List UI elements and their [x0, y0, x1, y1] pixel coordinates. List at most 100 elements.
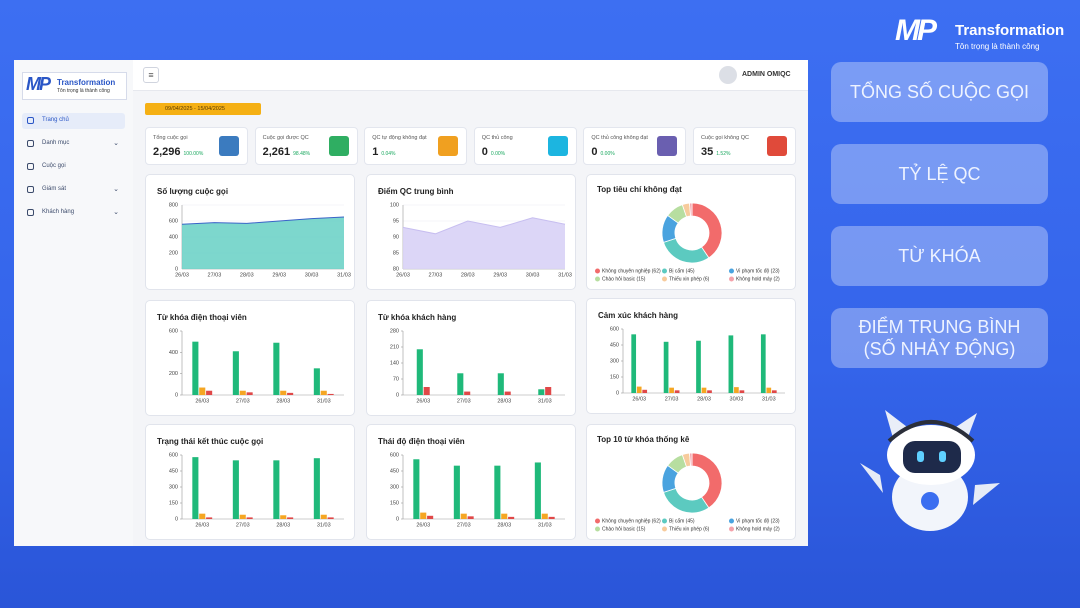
y-tick-label: 140 [390, 360, 399, 366]
bar [696, 340, 701, 393]
y-tick-label: 200 [169, 250, 178, 256]
stat-card: Cuộc gọi được QC 2,261 98.48% [254, 127, 358, 165]
area [182, 217, 344, 269]
date-range-picker[interactable]: 09/04/2025 - 15/04/2025 [145, 103, 261, 115]
x-tick-label: 31/03 [762, 396, 776, 402]
bar [320, 514, 327, 519]
chart-title: Từ khóa khách hàng [378, 313, 456, 322]
chart-title: Điểm QC trung bình [378, 187, 454, 196]
stat-value: 1 [372, 146, 379, 158]
x-tick-label: 27/03 [457, 398, 471, 404]
x-tick-label: 27/03 [236, 522, 250, 528]
feature-button[interactable]: TỶ LỆ QC [831, 144, 1048, 204]
donut-slice [689, 452, 693, 467]
sidebar-logo[interactable]: MP Transformation Tôn trọng là thành côn… [22, 72, 127, 100]
chevron: ⌄ [113, 209, 119, 216]
y-tick-label: 0 [175, 516, 178, 522]
stat-icon [767, 136, 787, 156]
bar [534, 462, 541, 519]
menu-item[interactable]: Danh mục ⌄ [22, 136, 125, 152]
y-tick-label: 280 [390, 328, 399, 334]
menu-item[interactable]: Cuộc gọi [22, 159, 125, 175]
chart-title: Từ khóa điện thoại viên [157, 313, 247, 322]
bar [636, 386, 642, 393]
menu-icon [27, 117, 34, 124]
legend-swatch [595, 526, 600, 532]
stat-label: QC tự động không đạt [372, 135, 427, 141]
menu-label: Khách hàng [42, 209, 75, 215]
bar [707, 390, 712, 393]
bar [199, 513, 206, 519]
menu-label: Giám sát [42, 186, 67, 192]
bar [548, 516, 555, 519]
chart: Cảm xúc khách hàng 0 150 300 450 600 26/03 27/0… [598, 311, 785, 402]
legend-label: Chào hỏi basic (15) [602, 525, 646, 532]
x-tick-label: 26/03 [416, 398, 430, 404]
x-tick-label: 27/03 [457, 522, 471, 528]
feature-button[interactable]: TỪ KHÓA [831, 226, 1048, 286]
stat-label: Tổng cuộc gọi [153, 135, 188, 141]
feature-button[interactable]: ĐIỂM TRUNG BÌNH (SỐ NHẢY ĐỘNG) [831, 308, 1048, 368]
bar [663, 341, 669, 393]
legend-label: Vi phạm tốc độ (23) [736, 518, 780, 524]
menu-icon [27, 209, 34, 216]
y-tick-label: 150 [610, 374, 619, 380]
stat-percent: 98.48% [293, 151, 311, 157]
stat-icon [219, 136, 239, 156]
bar [460, 513, 467, 519]
x-tick-label: 28/03 [276, 398, 290, 404]
x-tick-label: 28/03 [497, 398, 511, 404]
x-tick-label: 30/03 [526, 272, 540, 278]
x-tick-label: 29/03 [493, 272, 507, 278]
menu-item[interactable]: Giám sát ⌄ [22, 182, 125, 198]
menu-toggle[interactable]: ≡ [143, 67, 159, 83]
y-tick-label: 95 [393, 218, 399, 224]
y-tick-label: 450 [390, 468, 399, 474]
bar [497, 373, 504, 395]
legend-label: Không hold máy (2) [736, 276, 780, 282]
user-menu[interactable]: ADMIN OMIQC [719, 66, 799, 84]
robot-illustration [860, 410, 1000, 531]
chart-card: Cảm xúc khách hàng 0 150 300 450 600 26/03 27/0… [586, 298, 796, 414]
bar [327, 393, 334, 395]
legend-label: Bị cấm (45) [669, 518, 695, 524]
bar [760, 334, 766, 393]
chart: Thái độ điện thoại viên 0 150 300 450 600 26/0… [378, 437, 565, 528]
y-tick-label: 100 [390, 202, 399, 208]
legend-swatch [729, 268, 734, 274]
x-tick-label: 26/03 [195, 398, 209, 404]
y-tick-label: 800 [169, 202, 178, 208]
feature-button[interactable]: TỔNG SỐ CUỘC GỌI [831, 62, 1048, 122]
legend-swatch [595, 268, 600, 274]
brand-name: Transformation [955, 22, 1065, 39]
robot-arm [860, 463, 883, 493]
stat-value: 35 [701, 146, 714, 158]
bar [766, 387, 772, 393]
stat-icon [328, 136, 349, 156]
sidebar-brand-mark: MP [26, 74, 51, 94]
menu-item[interactable]: Khách hàng ⌄ [22, 205, 125, 221]
y-tick-label: 0 [175, 266, 178, 272]
y-tick-label: 600 [610, 326, 619, 332]
bar [232, 351, 239, 395]
robot-arm [973, 483, 1000, 505]
y-tick-label: 600 [169, 328, 178, 334]
legend-label: Không chuyên nghiệp (62) [602, 268, 661, 274]
chevron: ⌄ [113, 140, 119, 147]
bar [538, 389, 545, 395]
bar [313, 368, 320, 395]
robot-headset [887, 420, 975, 443]
bar [771, 390, 777, 393]
menu-icon [27, 186, 34, 193]
y-tick-label: 90 [393, 234, 399, 240]
chart: Trạng thái kết thúc cuộc gọi 0 150 300 450 60… [157, 437, 344, 528]
bar [504, 391, 511, 395]
x-tick-label: 30/03 [305, 272, 319, 278]
chart-card: Top tiêu chí không đạt Không chuyên nghiệ… [586, 174, 796, 290]
x-tick-label: 31/03 [558, 272, 572, 278]
menu-item[interactable]: Trang chủ [22, 113, 125, 129]
line [402, 217, 566, 235]
bar [501, 513, 508, 519]
stat-card: QC thủ công không đạt 0 0.00% [583, 127, 687, 165]
topbar: ≡ ADMIN OMIQC [133, 60, 808, 91]
